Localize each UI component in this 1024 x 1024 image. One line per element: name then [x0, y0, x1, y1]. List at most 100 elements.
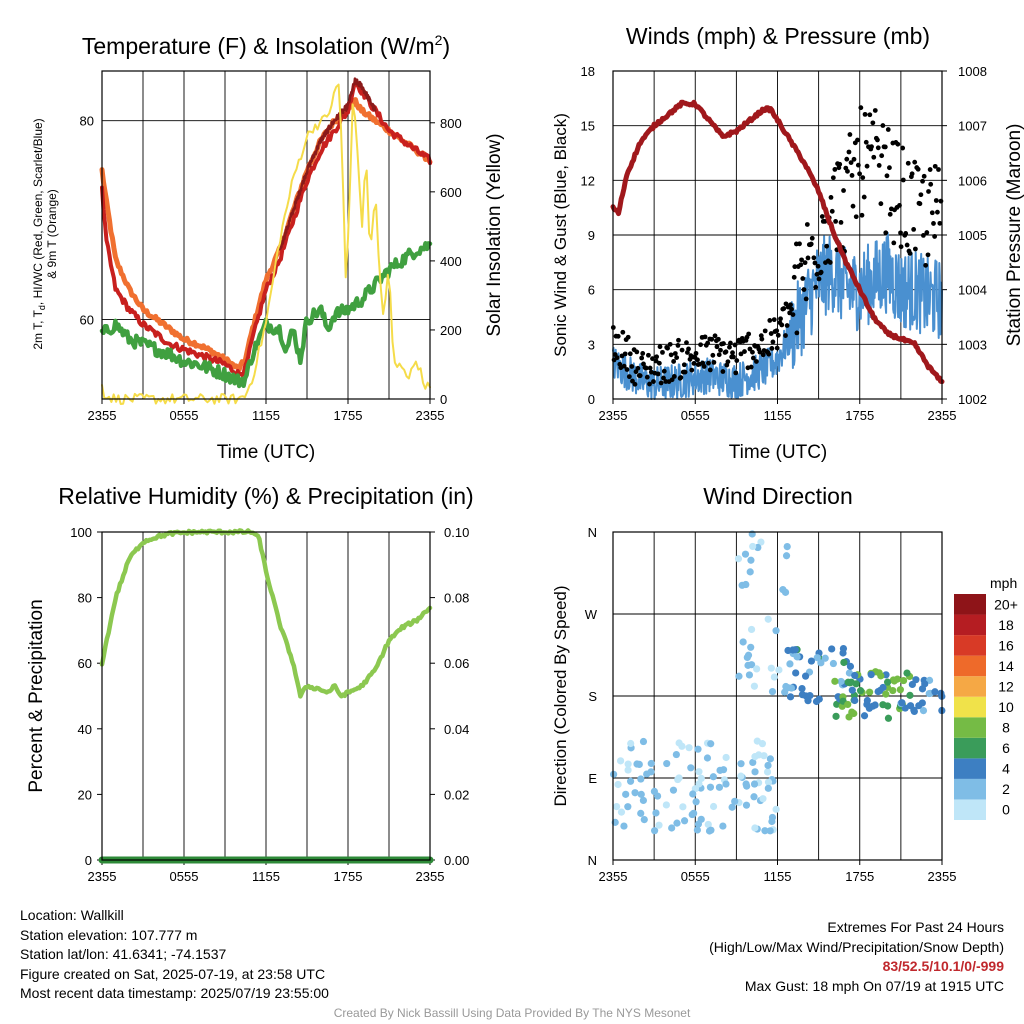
direction-point	[782, 682, 790, 691]
gust-point	[695, 357, 700, 363]
gust-point	[626, 374, 632, 380]
humidity-ytick-right-label: 0.02	[444, 787, 469, 802]
direction-point	[652, 809, 660, 817]
humidity-xtick-label: 2355	[416, 869, 445, 884]
gust-point	[676, 337, 681, 343]
humidity-ytick-right-label: 0.08	[444, 591, 469, 606]
direction-point	[674, 775, 682, 784]
winds-ytick-label: 18	[581, 64, 595, 79]
direction-point	[782, 552, 791, 560]
direction-frame	[612, 531, 943, 861]
temperature-x-axis-label: Time (UTC)	[217, 442, 316, 463]
direction-point	[734, 555, 743, 563]
gust-point	[775, 332, 781, 338]
direction-point	[639, 796, 647, 805]
gust-point	[634, 349, 640, 355]
recent-timestamp: Most recent data timestamp: 2025/07/19 2…	[20, 985, 329, 1002]
winds-xtick-label: 0555	[681, 408, 710, 423]
gust-point	[879, 153, 885, 159]
extremes-values: 83/52.5/10.1/0/-999	[882, 958, 1004, 975]
gust-point	[815, 263, 821, 269]
gust-point	[707, 367, 713, 373]
temperature-ytick-label: 60	[80, 312, 94, 327]
gust-point	[714, 344, 720, 350]
direction-point	[707, 740, 715, 748]
direction-point	[746, 568, 754, 576]
gust-point	[880, 123, 886, 128]
gust-point	[816, 276, 822, 282]
direction-point	[918, 699, 926, 707]
gust-point	[812, 260, 818, 266]
gust-point	[644, 374, 650, 380]
colorbar-label: 12	[998, 678, 1014, 694]
gust-point	[651, 379, 656, 384]
direction-point	[693, 826, 701, 834]
colorbar-label: 0	[1002, 802, 1010, 818]
gust-point	[753, 359, 759, 364]
direction-point	[757, 538, 765, 546]
direction-point	[741, 550, 750, 558]
gust-point	[801, 287, 807, 293]
gust-point	[668, 352, 674, 358]
gust-point	[790, 312, 796, 317]
direction-point	[781, 688, 789, 696]
direction-point	[931, 688, 939, 696]
direction-point	[828, 645, 836, 653]
direction-point	[651, 827, 659, 835]
gust-point	[917, 201, 923, 207]
gust-point	[760, 352, 766, 358]
gust-point	[627, 351, 633, 357]
direction-point	[806, 692, 814, 700]
winds-ytick-label: 6	[588, 283, 595, 298]
direction-point	[673, 819, 681, 827]
direction-point	[918, 685, 927, 693]
gust-point	[650, 356, 655, 362]
direction-point	[775, 666, 783, 674]
direction-point	[675, 739, 683, 747]
gust-point	[848, 160, 854, 166]
gust-point	[734, 358, 740, 363]
gust-point	[732, 342, 738, 348]
gust-point	[862, 111, 868, 117]
gust-point	[918, 192, 924, 198]
direction-point	[687, 764, 695, 772]
temperature-series-orange	[99, 97, 433, 372]
winds-ytick-label: 3	[588, 337, 595, 352]
direction-point	[770, 673, 778, 681]
gust-point	[811, 255, 817, 261]
gust-point	[819, 214, 825, 219]
direction-point	[903, 669, 911, 677]
direction-point	[879, 683, 887, 692]
humidity-y-axis-label-left: Percent & Precipitation	[26, 599, 47, 792]
gust-point	[725, 359, 731, 365]
direction-point	[685, 744, 693, 752]
winds-xtick-label: 1155	[764, 408, 792, 423]
gust-point	[712, 333, 718, 339]
direction-point	[750, 780, 759, 788]
direction-point	[821, 654, 829, 662]
direction-point	[884, 702, 892, 710]
colorbar-swatch	[954, 717, 986, 738]
humidity-ytick-label: 40	[78, 722, 92, 737]
gust-point	[921, 173, 927, 179]
gust-point	[620, 329, 626, 335]
gust-point	[935, 209, 940, 215]
colorbar-label: 16	[998, 637, 1014, 653]
direction-point	[751, 824, 759, 832]
humidity-ytick-right-label: 0.04	[444, 722, 469, 737]
direction-point	[848, 686, 856, 694]
gust-point	[750, 355, 756, 361]
direction-point	[755, 751, 763, 759]
direction-point	[655, 821, 663, 829]
gust-point	[876, 163, 882, 168]
gust-point	[915, 166, 921, 172]
direction-point	[622, 790, 630, 798]
direction-point	[662, 801, 670, 809]
gust-point	[861, 194, 867, 200]
direction-point	[617, 808, 626, 816]
gust-point	[721, 341, 726, 346]
gust-point	[855, 137, 860, 143]
winds-chart-title: Winds (mph) & Pressure (mb)	[626, 23, 930, 49]
gust-point	[804, 222, 810, 227]
